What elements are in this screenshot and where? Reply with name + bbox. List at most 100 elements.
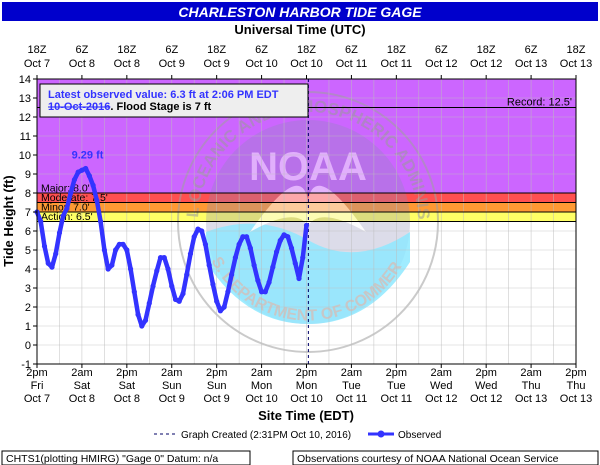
footer-left-text: CHTS1(plotting HMIRG) "Gage 0" Datum: n/… [6,453,218,465]
top-tick-label: 18Z [207,44,226,56]
observed-point [157,255,164,261]
observed-point [240,234,246,240]
bottom-tick-time: 2pm [565,367,586,379]
bottom-tick-time: 2pm [386,367,407,379]
top-tick-label: 18Z [477,44,496,56]
bottom-tick-day: Sun [207,380,227,392]
bottom-tick-date: Oct 13 [560,393,592,405]
top-tick-label: 6Z [435,44,448,56]
observed-point [105,266,111,272]
observed-point [247,245,253,251]
latest-observed-box: Latest observed value: 6.3 ft at 2:06 PM… [39,83,309,118]
observed-point [300,255,306,261]
observed-point [86,173,93,179]
legend-observed-label: Observed [398,430,441,441]
top-tick-date: Oct 13 [560,58,592,70]
observed-point [154,268,160,274]
top-tick-date: Oct 12 [470,58,502,70]
footer-left-box [1,450,251,465]
top-tick-label: 6Z [345,44,358,56]
observed-point [120,241,126,247]
bottom-tick-time: 2pm [475,367,496,379]
top-tick-date: Oct 9 [159,58,185,70]
top-tick-label: 18Z [567,44,586,56]
observed-point [270,264,276,270]
y-tick-label: 6 [25,226,31,238]
observed-point [176,298,182,304]
top-tick-date: Oct 10 [245,58,277,70]
observed-point [266,279,272,285]
top-tick-label: 6Z [75,44,88,56]
observed-point [49,264,55,270]
observed-point [292,260,298,266]
bottom-tick-day: Mon [251,380,272,392]
observed-point [169,283,175,289]
bottom-tick-date: Oct 12 [425,393,457,405]
y-tick-label: 14 [19,74,31,86]
observed-point [98,218,104,225]
observed-point [262,289,268,295]
observed-point [41,243,48,249]
observed-point [251,262,257,268]
y-tick-label: 11 [20,131,31,143]
chart-title: CHARLESTON HARBOR TIDE GAGE [178,4,422,20]
flood-band-label-3: Major: 8.0' [41,183,90,195]
observed-point [142,317,149,323]
flood-band-label-2: Moderate: 7.5' [41,192,108,204]
observed-point [139,323,145,329]
y-tick-label: 5 [25,245,31,257]
noaa-bird-icon [250,185,366,232]
observed-point [255,277,261,283]
peak-label: 9.29 ft [72,149,104,161]
observed-point [180,291,186,297]
bottom-tick-time: 2am [341,367,362,379]
observed-point [225,289,231,295]
observed-point [258,289,265,295]
top-tick-label: 6Z [165,44,178,56]
observed-point [288,245,295,251]
top-tick-label: 6Z [525,44,538,56]
observed-point [161,255,167,261]
observed-point [56,230,63,236]
bottom-tick-time: 2am [251,367,272,379]
observed-point [64,205,70,211]
observed-point [53,251,59,257]
top-tick-date: Oct 9 [204,58,230,70]
y-tick-label: 0 [25,340,31,352]
bottom-tick-day: Wed [430,380,452,392]
top-tick-label: 18Z [28,44,47,56]
observed-series-points [34,165,310,329]
bottom-tick-time: 2pm [296,367,317,379]
bottom-tick-date: Oct 11 [381,393,413,405]
observed-point [285,234,291,240]
observed-point [127,266,134,272]
top-tick-date: Oct 12 [425,58,457,70]
observed-point [124,247,130,253]
bottom-tick-date: Oct 8 [69,393,95,405]
observed-point [146,300,152,306]
legend-observed-marker [377,430,385,438]
observed-point [94,198,100,204]
bottom-tick-day: Thu [567,380,586,392]
top-tick-label: 6Z [255,44,268,56]
bottom-tick-time: 2pm [26,367,47,379]
observed-point [236,241,242,247]
top-tick-date: Oct 8 [114,58,140,70]
y-axis-title: Tide Height (ft) [1,175,16,266]
bottom-tick-time: 2am [431,367,452,379]
observed-point [83,165,89,172]
observed-point [202,241,209,247]
observed-point [45,260,51,266]
observed-point [68,190,74,196]
observed-point [210,281,216,287]
observed-point [187,251,194,257]
latest-observed-line1: Latest observed value: 6.3 ft at 2:06 PM… [48,89,279,101]
top-tick-label: 18Z [387,44,406,56]
latest-observed-box-bg [39,83,309,118]
top-axis: 18Z Oct 7 6Z Oct 8 18Z Oct 8 6Z Oct 9 18Z Oct 9 6Z… [24,44,592,79]
bottom-tick-day: Tue [387,380,406,392]
y-tick-label: 9 [25,169,31,181]
bottom-tick-day: Fri [31,380,44,392]
observed-point [232,255,238,261]
